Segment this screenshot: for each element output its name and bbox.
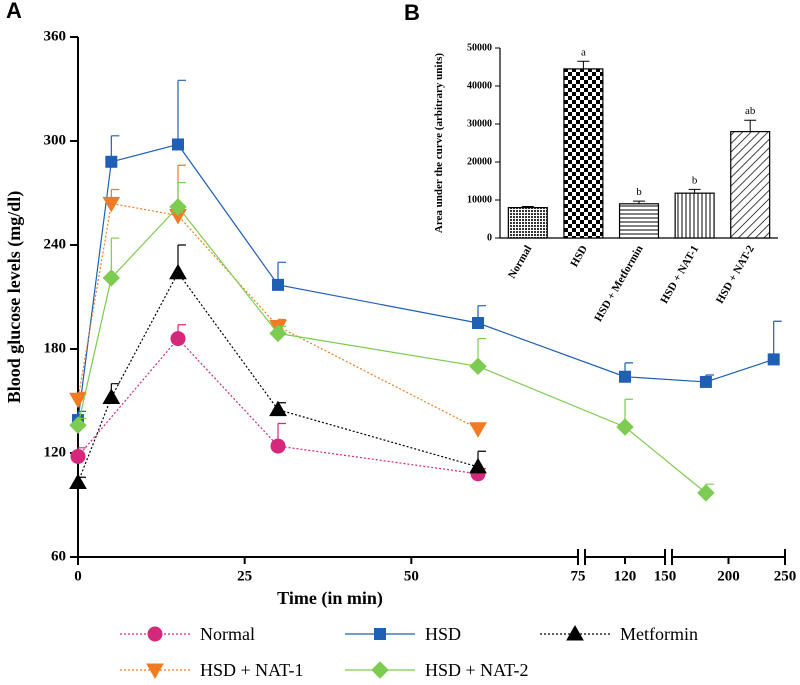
marker <box>272 278 284 291</box>
legend-label: Metformin <box>620 624 698 644</box>
marker <box>616 418 634 436</box>
marker <box>69 392 87 409</box>
y-tick-label: 30000 <box>467 118 492 129</box>
marker <box>69 416 87 434</box>
marker <box>699 375 712 388</box>
bar-annotation: ab <box>745 105 756 117</box>
legend-marker <box>146 663 164 680</box>
x-axis-label: Time (in min) <box>277 588 383 609</box>
series-line <box>77 202 479 430</box>
marker <box>469 422 487 438</box>
bar-annotation: b <box>636 186 642 198</box>
bar <box>674 192 715 239</box>
bar <box>563 68 604 239</box>
x-tick-label: 75 <box>571 568 586 584</box>
y-axis-label: Blood glucose levels (mg/dl) <box>4 191 25 404</box>
error-bar <box>773 320 782 360</box>
y-tick-label: 240 <box>44 236 67 252</box>
panel-label: B <box>404 0 420 25</box>
marker <box>469 357 487 376</box>
marker <box>469 457 487 474</box>
marker <box>102 269 121 287</box>
marker <box>269 400 287 417</box>
bar <box>507 207 548 239</box>
marker <box>70 448 86 464</box>
marker <box>169 198 187 216</box>
bar <box>730 131 771 239</box>
marker <box>619 370 631 383</box>
y-tick-label: 120 <box>44 444 67 460</box>
marker <box>102 196 121 213</box>
error-bar <box>688 188 701 194</box>
y-tick-label: 50000 <box>467 42 492 53</box>
series-line <box>77 143 774 421</box>
y-tick-label: 40000 <box>467 80 492 91</box>
bar-annotation: a <box>581 46 586 58</box>
bar <box>618 203 660 239</box>
series-line <box>77 205 707 494</box>
panel-label: A <box>6 0 22 23</box>
x-tick-label: HSD <box>568 243 590 269</box>
marker <box>102 388 121 405</box>
y-tick-label: 20000 <box>467 156 492 167</box>
x-tick-label: 25 <box>237 568 252 584</box>
error-bar <box>577 60 590 69</box>
x-tick-label: 250 <box>774 568 797 584</box>
legend-marker <box>566 624 584 641</box>
y-tick-label: 180 <box>44 340 67 356</box>
marker <box>697 484 715 502</box>
x-tick-label: 200 <box>717 568 740 584</box>
series-line <box>77 337 479 475</box>
x-tick-label: HSD + NAT-1 <box>658 244 701 306</box>
marker <box>269 324 287 343</box>
x-tick-label: Normal <box>506 244 534 281</box>
legend-marker <box>147 626 163 642</box>
marker <box>169 263 187 280</box>
y-tick-label: 360 <box>44 28 67 44</box>
x-tick-label: HSD + Metformin <box>592 244 645 324</box>
y-tick-label: 10000 <box>467 194 492 205</box>
marker <box>69 473 87 489</box>
legend-marker <box>374 628 386 640</box>
y-tick-label: 0 <box>487 232 492 243</box>
legend-label: Normal <box>200 624 255 644</box>
marker <box>105 155 118 168</box>
x-tick-label: 120 <box>614 568 637 584</box>
marker <box>472 317 484 329</box>
bar-annotation: b <box>692 174 698 186</box>
legend-label: HSD <box>425 624 461 644</box>
error-bar <box>744 119 757 132</box>
error-bar <box>177 79 186 145</box>
marker <box>767 353 780 366</box>
marker <box>270 438 286 454</box>
legend-marker <box>371 661 389 679</box>
y-tick-label: 60 <box>51 548 66 564</box>
y-tick-label: 300 <box>44 132 67 148</box>
x-tick-label: 0 <box>74 568 82 584</box>
marker <box>170 331 186 347</box>
y-axis-label: Area under the curve (arbitrary units) <box>433 53 445 233</box>
x-tick-label: 50 <box>404 568 419 584</box>
x-tick-label: HSD + NAT-2 <box>714 243 757 306</box>
legend-label: HSD + NAT-2 <box>425 660 529 680</box>
legend-label: HSD + NAT-1 <box>200 660 304 680</box>
x-tick-label: 150 <box>654 568 677 584</box>
marker <box>172 138 184 151</box>
